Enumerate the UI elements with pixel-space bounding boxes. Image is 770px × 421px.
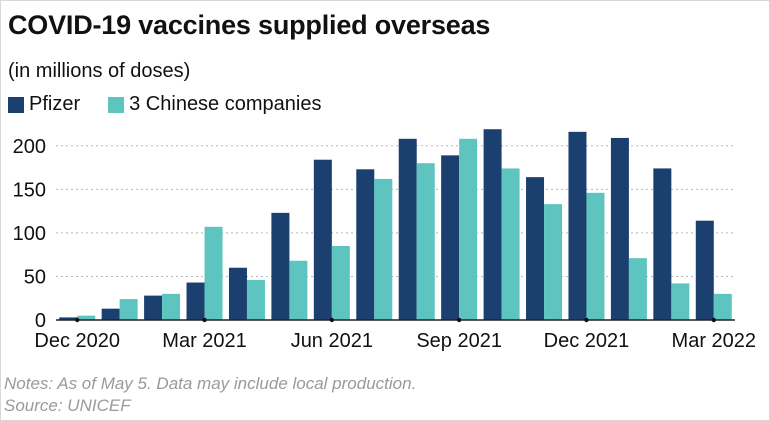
chart-notes: Notes: As of May 5. Data may include loc…	[4, 373, 416, 417]
legend: Pfizer 3 Chinese companies	[8, 93, 349, 116]
bar-chinese	[586, 192, 605, 320]
bar-chinese	[416, 163, 435, 320]
x-tick-mark	[202, 317, 207, 323]
x-tick-mark	[711, 317, 716, 323]
x-tick-label: Jun 2021	[291, 330, 373, 352]
bar-pfizer	[653, 168, 672, 320]
bar-pfizer	[568, 131, 587, 320]
bar-pfizer	[313, 159, 332, 320]
bar-pfizer	[695, 220, 714, 320]
x-tick-label: Dec 2021	[544, 330, 630, 352]
x-tick-mark	[584, 317, 589, 323]
bar-pfizer	[186, 282, 205, 320]
bar-pfizer	[441, 155, 460, 320]
x-tick-label: Sep 2021	[416, 330, 502, 352]
bar-chinese	[459, 138, 478, 320]
bar-chinese	[671, 283, 690, 320]
y-tick-label: 150	[13, 179, 46, 201]
x-tick-mark	[75, 317, 80, 323]
y-tick-label: 200	[13, 136, 46, 158]
bar-chinese	[713, 293, 732, 320]
bar-chinese	[77, 315, 96, 320]
y-tick-label: 0	[35, 310, 46, 332]
legend-swatch-chinese	[108, 96, 125, 113]
legend-label-pfizer: Pfizer	[29, 93, 81, 115]
notes-text: Notes: As of May 5. Data may include loc…	[4, 374, 417, 393]
bar-pfizer	[356, 169, 375, 320]
legend-swatch-pfizer	[8, 96, 24, 113]
legend-item-chinese: 3 Chinese companies	[108, 93, 321, 116]
bar-pfizer	[101, 308, 120, 320]
bar-chinese	[628, 258, 647, 320]
bar-pfizer	[271, 212, 290, 320]
bar-pfizer	[144, 295, 163, 320]
x-tick-label: Dec 2020	[34, 330, 120, 352]
bar-chinese	[162, 293, 181, 320]
bar-chinese	[289, 260, 308, 320]
x-tick-label: Mar 2021	[162, 330, 247, 352]
legend-item-pfizer: Pfizer	[8, 93, 80, 116]
bar-chinese	[246, 279, 265, 320]
bar-pfizer	[59, 317, 78, 320]
bar-pfizer	[228, 267, 247, 320]
bar-chinese	[374, 178, 393, 320]
x-tick-label: Mar 2022	[672, 330, 757, 352]
bar-chinese	[119, 299, 138, 320]
bar-pfizer	[483, 129, 502, 320]
bar-chinese	[331, 245, 350, 320]
y-tick-label: 50	[24, 266, 46, 288]
legend-label-chinese: 3 Chinese companies	[129, 93, 322, 115]
bar-chinese	[501, 168, 520, 320]
bar-chinese	[204, 226, 223, 320]
y-tick-label: 100	[13, 223, 46, 245]
bar-pfizer	[398, 138, 417, 320]
bar-chinese	[544, 204, 563, 320]
x-tick-mark	[456, 317, 462, 323]
source-text: Source: UNICEF	[4, 396, 131, 415]
bar-pfizer	[526, 177, 545, 320]
chart-title: COVID-19 vaccines supplied overseas	[8, 10, 491, 40]
chart-subtitle: (in millions of doses)	[8, 60, 191, 82]
bar-pfizer	[610, 137, 629, 320]
x-tick-mark	[329, 317, 335, 323]
